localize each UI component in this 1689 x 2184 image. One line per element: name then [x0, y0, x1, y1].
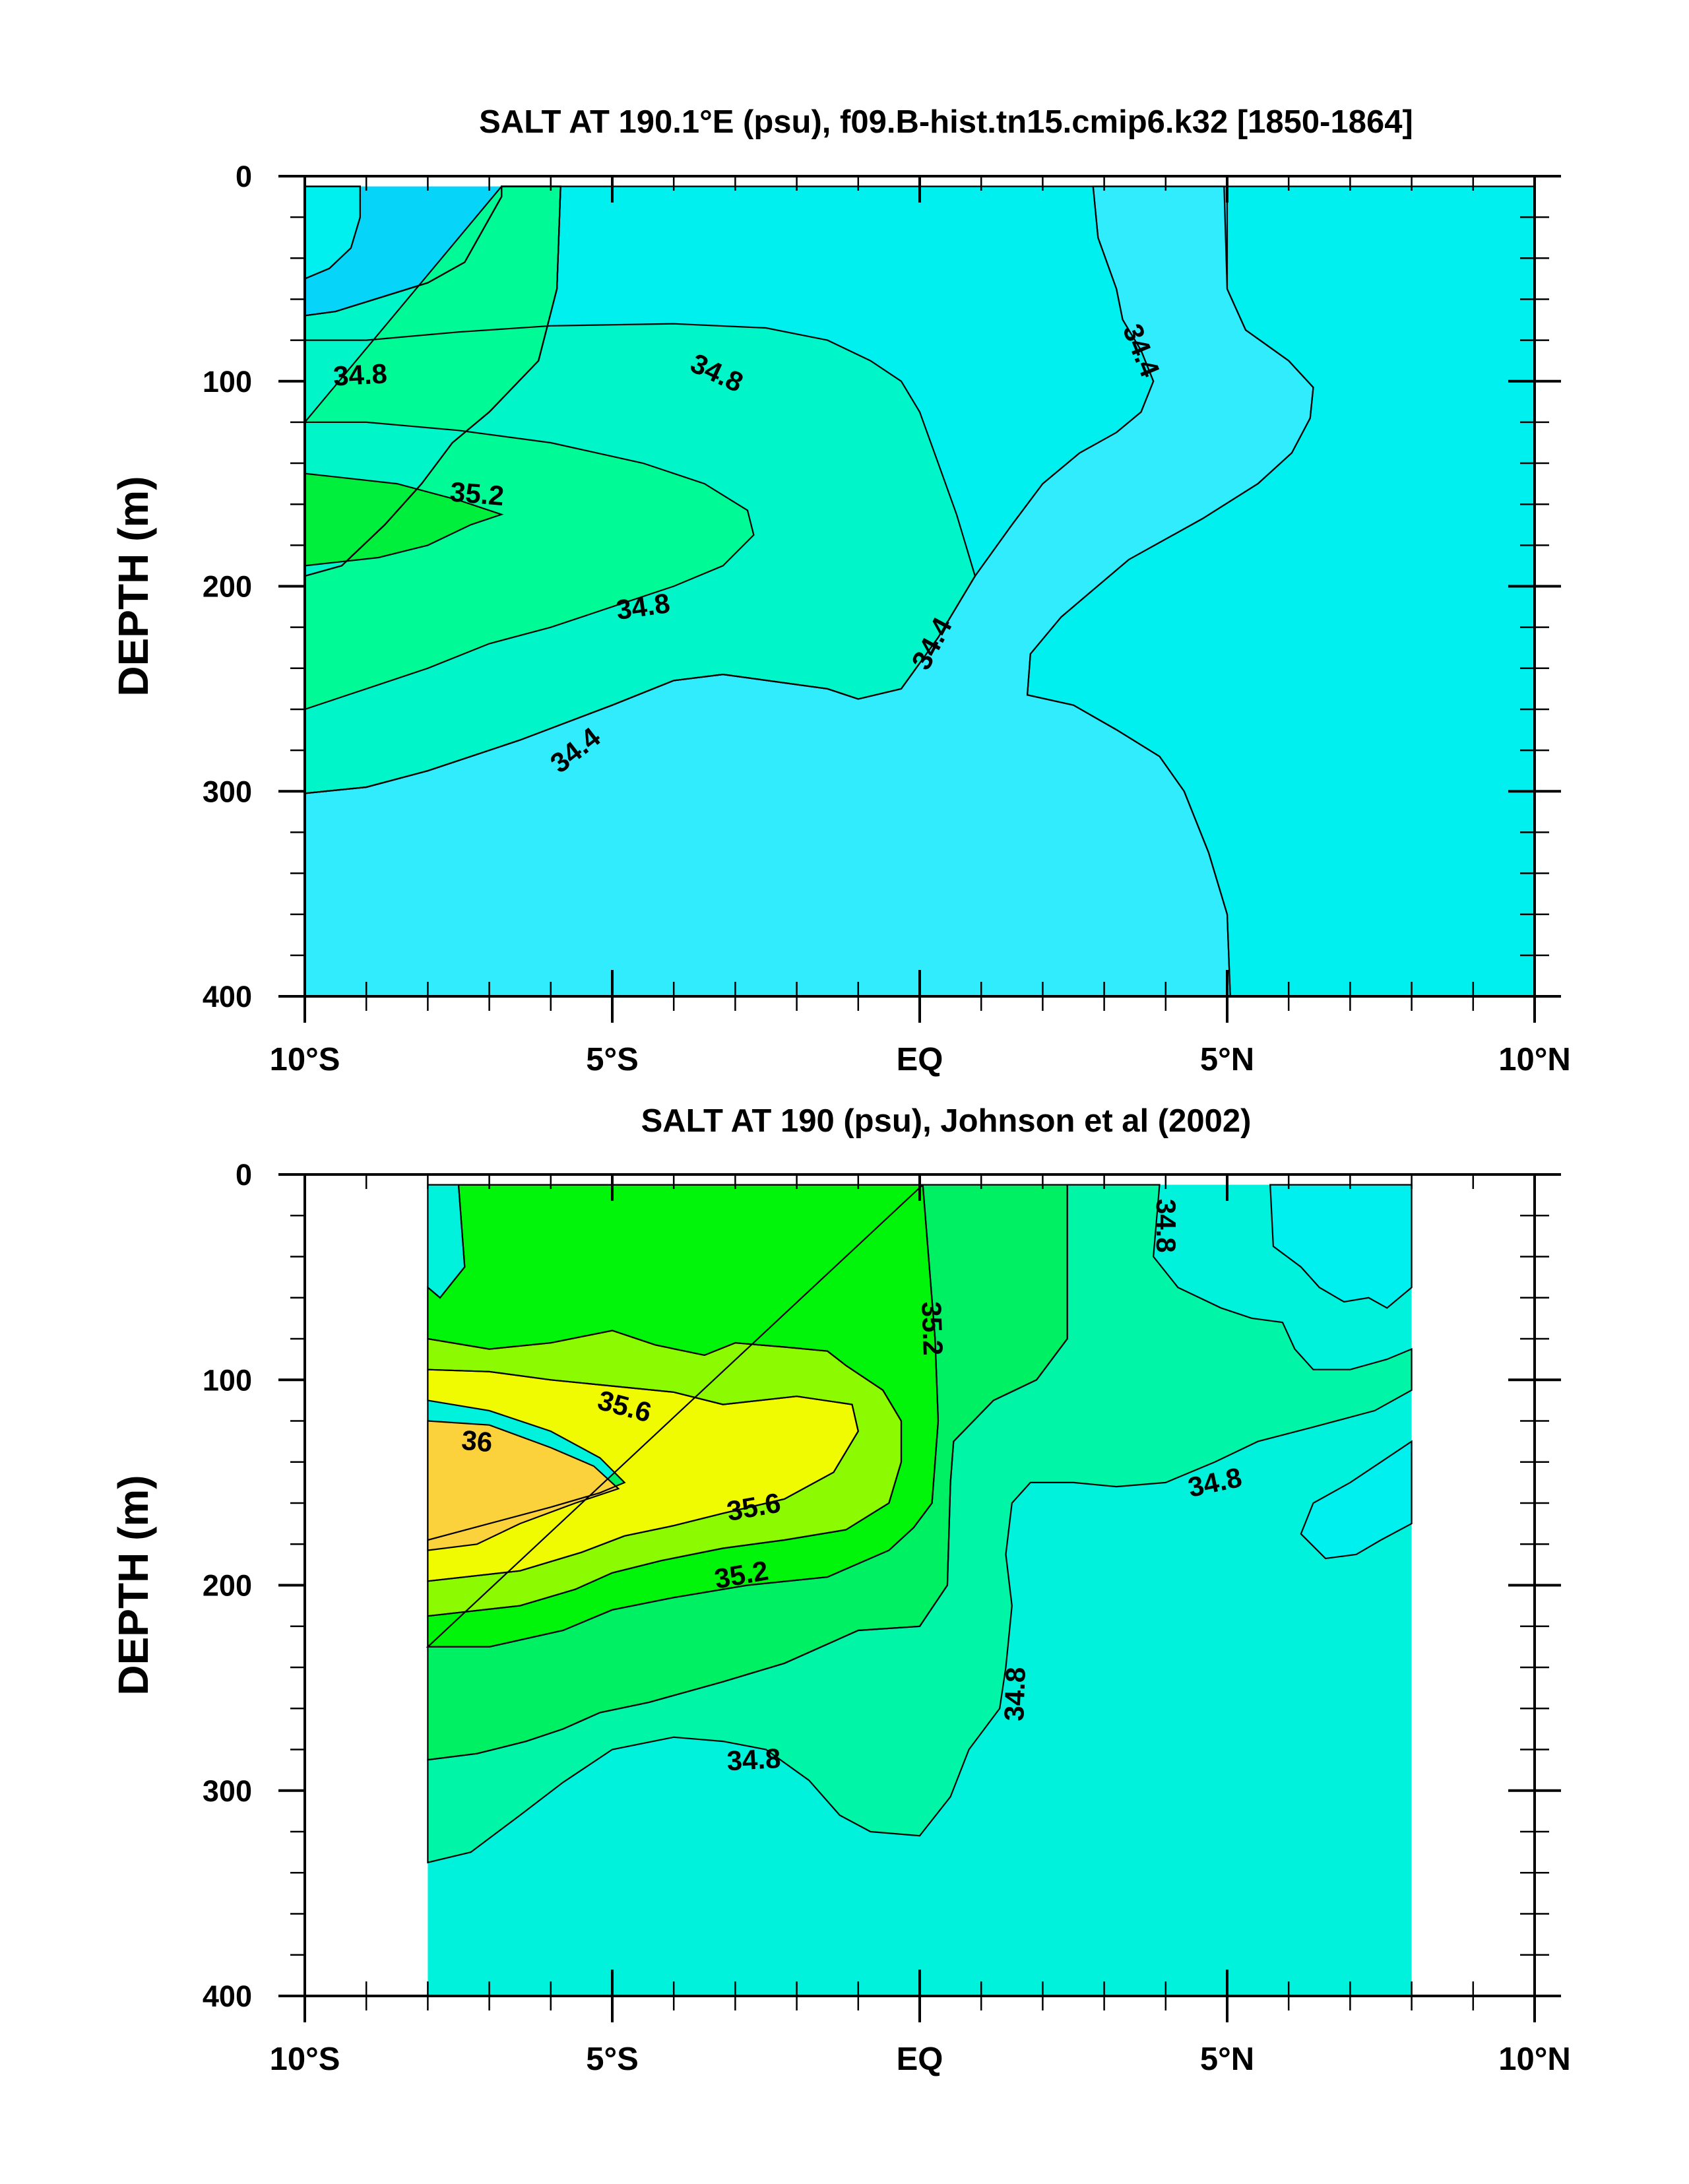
contour-fill-35-6 — [428, 1330, 901, 1617]
x-tick-label: 5°N — [1200, 1042, 1254, 1077]
contour-fill-34-4 — [305, 186, 1314, 996]
x-tick-label: EQ — [897, 1042, 943, 1077]
x-tick-label: 10°S — [270, 2041, 340, 2077]
x-tick-label: EQ — [897, 2041, 943, 2077]
contour-label-group: 34.8 — [998, 1667, 1031, 1721]
contour-label-group: 35.2 — [449, 476, 505, 511]
y-tick-label: 400 — [203, 980, 252, 1013]
x-tick-label: 5°S — [586, 2041, 639, 2077]
y-tick-label: 300 — [203, 1774, 252, 1808]
y-tick-label: 400 — [203, 1979, 252, 2013]
y-tick-label: 200 — [203, 1569, 252, 1603]
plot-area: 34.8 34.835.234.834.434.434.4 — [305, 185, 1535, 996]
contour-fill-35 — [428, 1184, 1412, 1863]
y-tick-label: 0 — [236, 160, 252, 193]
contour-line — [1300, 1440, 1413, 1560]
y-tick-label: 100 — [203, 1363, 252, 1397]
contour-label-group: 36 — [461, 1425, 494, 1458]
contour-label: 35.2 — [916, 1301, 949, 1356]
contour-line — [305, 472, 504, 567]
y-axis-label: DEPTH (m) — [110, 476, 157, 696]
y-tick-label: 100 — [203, 365, 252, 399]
contour-line — [305, 185, 755, 711]
x-tick-label: 10°N — [1498, 1042, 1570, 1077]
contour-fill-35-6 — [305, 473, 502, 566]
x-tick-label: 10°S — [270, 1042, 340, 1077]
contour-label: 34.8 — [614, 587, 672, 626]
contour-label: 34.8 — [1151, 1199, 1182, 1253]
contour-label: 34.8 — [998, 1667, 1031, 1721]
contour-label-group: 34.8 — [614, 587, 672, 626]
contour-fill-34-8 — [1270, 1184, 1412, 1308]
contour-line — [305, 185, 362, 280]
contour-fill-34-8 — [1300, 1441, 1412, 1558]
x-tick-label: 5°N — [1200, 2041, 1254, 2077]
contour-fill-35-4 — [428, 1184, 938, 1647]
contour-label: 35.2 — [449, 476, 505, 511]
contour-fill-35-8 — [428, 1369, 858, 1582]
contour-line — [1269, 1184, 1413, 1309]
x-tick-label: 10°N — [1498, 2041, 1570, 2077]
y-tick-label: 300 — [203, 775, 252, 808]
x-tick-label: 5°S — [586, 1042, 639, 1077]
contour-label-group: 34.8 — [333, 358, 388, 391]
bottom-panel: 34.835.235.63635.635.234.834.834.8010020… — [110, 1103, 1571, 2077]
contour-label-group: 35.2 — [916, 1301, 949, 1356]
top-panel: 34.8 34.835.234.834.434.434.4010020030040… — [110, 104, 1571, 1077]
contour-label-group: 34.8 — [726, 1743, 781, 1776]
contour-label: 34.8 — [726, 1743, 781, 1776]
contour-label: 36 — [461, 1425, 494, 1458]
contour-line — [427, 1420, 620, 1551]
chart-title: SALT AT 190 (psu), Johnson et al (2002) — [641, 1103, 1252, 1139]
y-tick-label: 0 — [236, 1158, 252, 1192]
chart-title: SALT AT 190.1°E (psu), f09.B-hist.tn15.c… — [479, 104, 1413, 140]
contour-fill-34-8 — [305, 186, 360, 279]
y-tick-label: 200 — [203, 570, 252, 604]
contour-fill-35-2 — [305, 186, 754, 709]
y-axis-label: DEPTH (m) — [110, 1475, 157, 1695]
contour-fill-36 — [428, 1421, 619, 1551]
contour-label: 34.8 — [333, 358, 388, 391]
contour-label-group: 34.8 — [1151, 1199, 1182, 1253]
